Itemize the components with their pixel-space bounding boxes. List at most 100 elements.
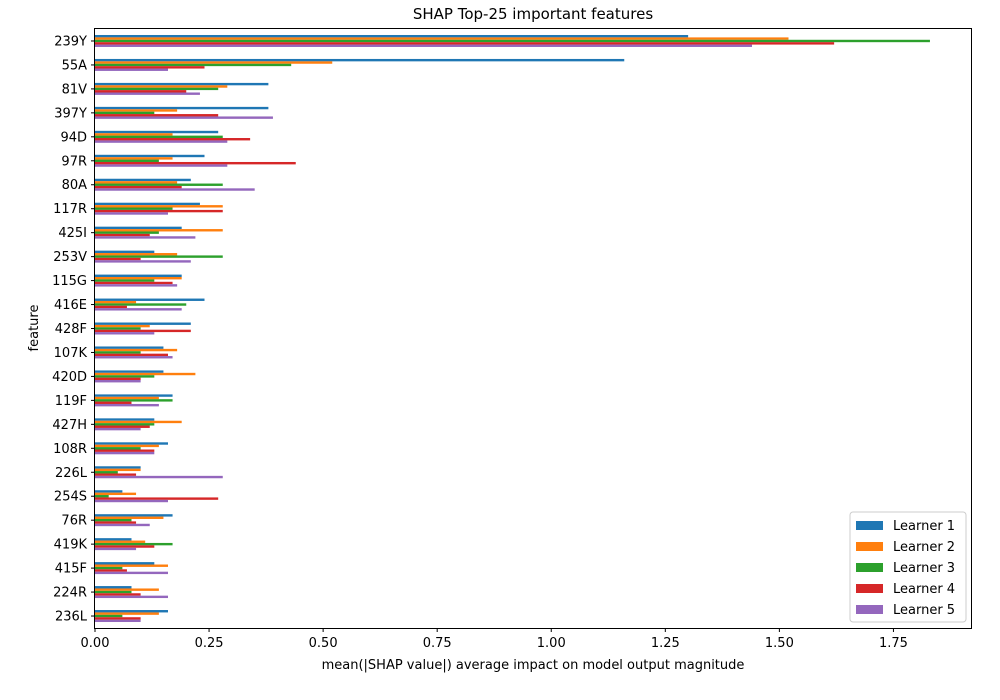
y-tick-label: 226L bbox=[55, 466, 88, 481]
bar-253V-learner-2 bbox=[95, 253, 178, 256]
bar-420D-learner-1 bbox=[95, 370, 164, 373]
y-tick-label: 419K bbox=[54, 538, 88, 553]
bar-80A-learner-3 bbox=[95, 183, 223, 186]
bar-115G-learner-1 bbox=[95, 274, 182, 277]
bar-55A-learner-5 bbox=[95, 68, 168, 71]
bar-397Y-learner-5 bbox=[95, 116, 273, 119]
y-tick-label: 108R bbox=[53, 442, 87, 457]
x-tick-label: 0.25 bbox=[195, 636, 224, 651]
bar-425I-learner-2 bbox=[95, 229, 223, 232]
bar-224R-learner-2 bbox=[95, 588, 159, 591]
bar-416E-learner-2 bbox=[95, 300, 137, 304]
x-tick-label: 0.00 bbox=[81, 636, 110, 651]
bar-416E-learner-3 bbox=[95, 303, 187, 306]
bar-226L-learner-5 bbox=[95, 475, 223, 479]
x-tick-label: 1.25 bbox=[651, 636, 680, 651]
bar-239Y-learner-4 bbox=[95, 42, 835, 45]
y-tick-label: 55A bbox=[62, 58, 88, 73]
bar-117R-learner-4 bbox=[95, 209, 223, 213]
chart-title: SHAP Top-25 important features bbox=[413, 5, 653, 23]
bar-108R-learner-3 bbox=[95, 447, 141, 450]
bar-94D-learner-3 bbox=[95, 135, 223, 139]
y-axis-ticks: 239Y 55A 81V 397Y 94D 97R 80A 117R 425I 253V 115G 4… bbox=[52, 34, 95, 625]
bar-415F-learner-5 bbox=[95, 571, 168, 575]
bar-76R-learner-5 bbox=[95, 523, 150, 527]
bar-107K-learner-3 bbox=[95, 351, 141, 354]
legend-label-learner-2: Learner 2 bbox=[893, 540, 955, 555]
bar-97R-learner-5 bbox=[95, 164, 228, 167]
bar-416E-learner-1 bbox=[95, 298, 205, 301]
bar-226L-learner-4 bbox=[95, 473, 137, 476]
bar-224R-learner-4 bbox=[95, 593, 141, 596]
bar-397Y-learner-4 bbox=[95, 114, 219, 117]
bar-239Y-learner-3 bbox=[95, 39, 930, 43]
bar-419K-learner-5 bbox=[95, 547, 137, 551]
bar-420D-learner-3 bbox=[95, 375, 155, 378]
bar-107K-learner-4 bbox=[95, 353, 168, 357]
x-axis-label: mean(|SHAP value|) average impact on mod… bbox=[322, 658, 745, 673]
y-axis-label: feature bbox=[27, 305, 42, 352]
bar-415F-learner-2 bbox=[95, 564, 168, 567]
legend-label-learner-1: Learner 1 bbox=[893, 519, 955, 534]
bar-419K-learner-3 bbox=[95, 542, 173, 546]
bar-76R-learner-3 bbox=[95, 518, 132, 522]
bar-80A-learner-5 bbox=[95, 188, 255, 191]
bar-420D-learner-4 bbox=[95, 377, 141, 381]
bar-108R-learner-2 bbox=[95, 444, 159, 448]
bar-415F-learner-1 bbox=[95, 562, 155, 565]
y-tick-label: 425I bbox=[58, 226, 87, 241]
bar-224R-learner-1 bbox=[95, 586, 132, 589]
x-tick-label: 0.75 bbox=[423, 636, 452, 651]
bar-226L-learner-2 bbox=[95, 468, 141, 472]
bar-253V-learner-5 bbox=[95, 260, 191, 263]
plot-frame bbox=[94, 28, 972, 629]
bar-115G-learner-5 bbox=[95, 284, 178, 287]
bar-428F-learner-4 bbox=[95, 329, 191, 333]
bar-117R-learner-5 bbox=[95, 212, 168, 215]
bar-81V-learner-3 bbox=[95, 87, 219, 91]
bars-layer bbox=[95, 34, 930, 623]
bar-117R-learner-2 bbox=[95, 205, 223, 208]
y-tick-label: 76R bbox=[61, 514, 87, 529]
bar-115G-learner-3 bbox=[95, 279, 155, 282]
bar-427H-learner-5 bbox=[95, 427, 141, 431]
legend-box bbox=[849, 511, 967, 623]
bar-119F-learner-3 bbox=[95, 399, 173, 402]
y-tick-label: 427H bbox=[52, 418, 87, 433]
y-tick-label: 117R bbox=[53, 202, 87, 217]
bar-80A-learner-4 bbox=[95, 185, 182, 189]
y-tick-label: 254S bbox=[54, 490, 87, 505]
y-tick-label: 94D bbox=[60, 130, 87, 145]
bar-108R-learner-1 bbox=[95, 442, 168, 445]
bar-254S-learner-1 bbox=[95, 490, 123, 493]
bar-80A-learner-2 bbox=[95, 181, 178, 184]
bar-420D-learner-2 bbox=[95, 372, 196, 376]
bar-253V-learner-3 bbox=[95, 255, 223, 258]
y-tick-label: 80A bbox=[62, 178, 88, 193]
bar-416E-learner-4 bbox=[95, 305, 127, 309]
legend-swatch-learner-1 bbox=[856, 521, 883, 530]
bar-254S-learner-2 bbox=[95, 492, 137, 496]
y-tick-label: 119F bbox=[55, 394, 87, 409]
bar-55A-learner-3 bbox=[95, 63, 292, 67]
bar-107K-learner-1 bbox=[95, 346, 164, 349]
bar-236L-learner-3 bbox=[95, 614, 123, 618]
bar-108R-learner-5 bbox=[95, 451, 155, 455]
legend-swatch-learner-3 bbox=[856, 563, 883, 572]
y-tick-label: 416E bbox=[54, 298, 87, 313]
bar-81V-learner-5 bbox=[95, 92, 200, 95]
bar-55A-learner-2 bbox=[95, 61, 333, 64]
bar-239Y-learner-1 bbox=[95, 34, 689, 38]
y-tick-label: 397Y bbox=[54, 106, 87, 121]
bar-425I-learner-1 bbox=[95, 226, 182, 230]
bar-397Y-learner-2 bbox=[95, 109, 178, 112]
bar-425I-learner-3 bbox=[95, 231, 159, 234]
bar-254S-learner-3 bbox=[95, 495, 109, 498]
bar-55A-learner-4 bbox=[95, 66, 205, 69]
bar-236L-learner-1 bbox=[95, 610, 168, 613]
bar-254S-learner-4 bbox=[95, 497, 219, 500]
y-tick-label: 97R bbox=[61, 154, 87, 169]
bar-80A-learner-1 bbox=[95, 178, 191, 182]
bar-97R-learner-3 bbox=[95, 159, 159, 162]
legend-swatch-learner-4 bbox=[856, 584, 883, 593]
